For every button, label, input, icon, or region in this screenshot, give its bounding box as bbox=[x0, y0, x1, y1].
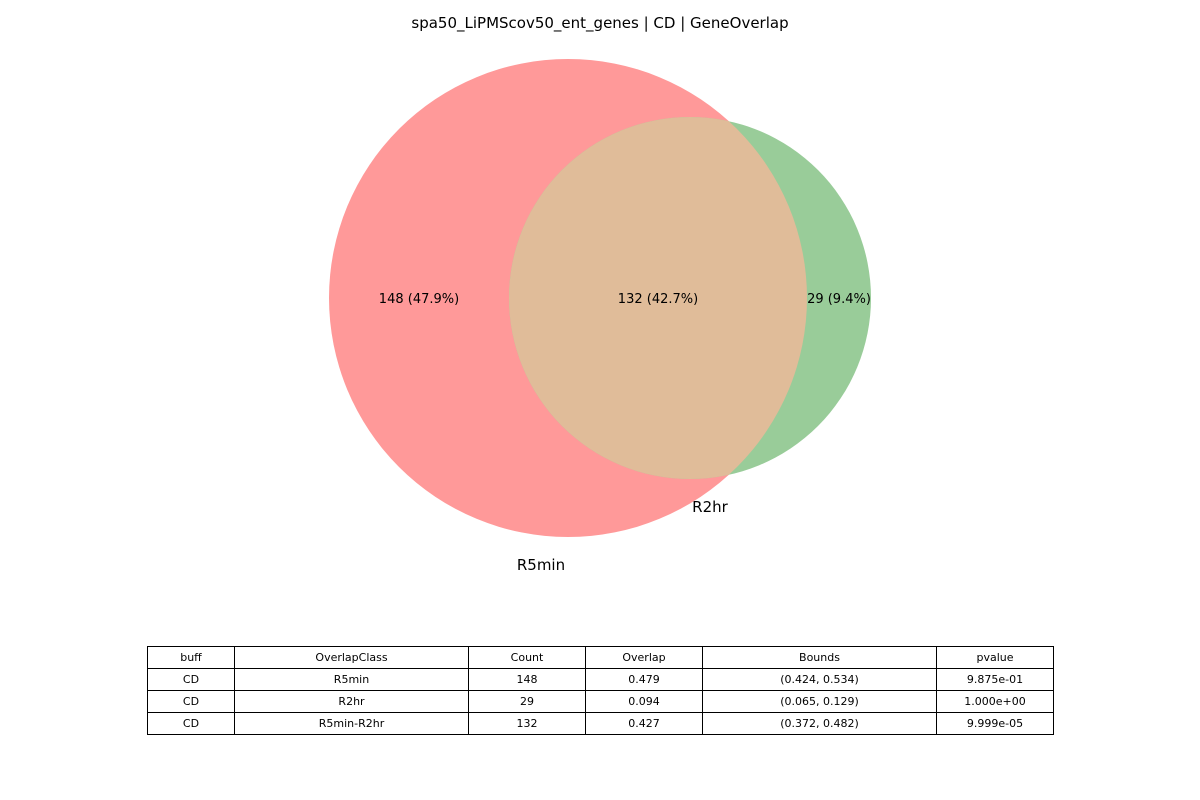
table-cell: 9.999e-05 bbox=[936, 712, 1054, 735]
column-header-overlapclass: OverlapClass bbox=[234, 646, 469, 669]
column-header-buff: buff bbox=[147, 646, 235, 669]
table-cell: 0.479 bbox=[585, 668, 703, 691]
table-cell: 132 bbox=[468, 712, 586, 735]
set-label-r5min: R5min bbox=[517, 556, 565, 574]
column-header-overlap: Overlap bbox=[585, 646, 703, 669]
table-cell: 0.094 bbox=[585, 690, 703, 713]
table-cell: 148 bbox=[468, 668, 586, 691]
column-header-pvalue: pvalue bbox=[936, 646, 1054, 669]
table-cell: CD bbox=[147, 690, 235, 713]
table-cell: 1.000e+00 bbox=[936, 690, 1054, 713]
table-row: CD R5min 148 0.479 (0.424, 0.534) 9.875e… bbox=[147, 668, 1054, 691]
table-cell: CD bbox=[147, 668, 235, 691]
column-header-bounds: Bounds bbox=[702, 646, 937, 669]
table-cell: 0.427 bbox=[585, 712, 703, 735]
chart-title: spa50_LiPMScov50_ent_genes | CD | GeneOv… bbox=[411, 14, 788, 33]
table-row: CD R5min-R2hr 132 0.427 (0.372, 0.482) 9… bbox=[147, 712, 1054, 735]
overlap-stats-table: buff OverlapClass Count Overlap Bounds p… bbox=[147, 646, 1054, 735]
table-row: CD R2hr 29 0.094 (0.065, 0.129) 1.000e+0… bbox=[147, 690, 1054, 713]
venn-intersection bbox=[509, 117, 807, 479]
table-cell: (0.424, 0.534) bbox=[702, 668, 937, 691]
table-cell: R5min-R2hr bbox=[234, 712, 469, 735]
table-header-row: buff OverlapClass Count Overlap Bounds p… bbox=[147, 646, 1054, 669]
table-cell: 29 bbox=[468, 690, 586, 713]
region-label-intersection: 132 (42.7%) bbox=[618, 292, 698, 307]
table-cell: (0.372, 0.482) bbox=[702, 712, 937, 735]
table-cell: 9.875e-01 bbox=[936, 668, 1054, 691]
table-cell: R2hr bbox=[234, 690, 469, 713]
set-label-r2hr: R2hr bbox=[692, 498, 728, 516]
region-label-r5min-only: 148 (47.9%) bbox=[379, 292, 459, 307]
region-label-r2hr-only: 29 (9.4%) bbox=[807, 292, 871, 307]
table-cell: (0.065, 0.129) bbox=[702, 690, 937, 713]
table-cell: CD bbox=[147, 712, 235, 735]
table-cell: R5min bbox=[234, 668, 469, 691]
column-header-count: Count bbox=[468, 646, 586, 669]
